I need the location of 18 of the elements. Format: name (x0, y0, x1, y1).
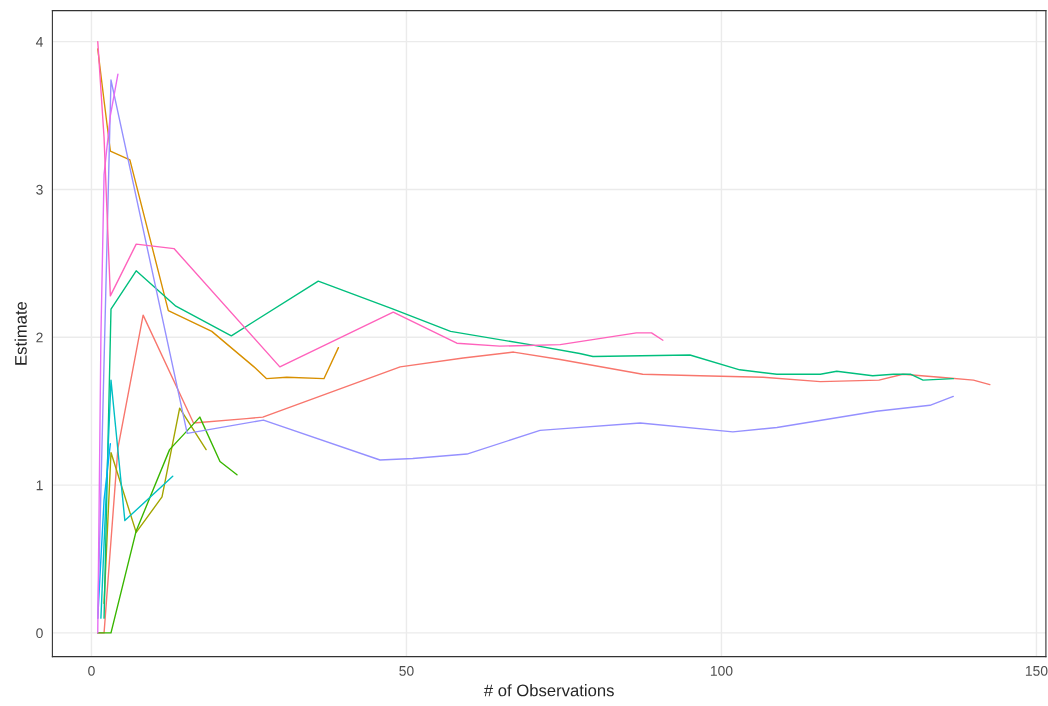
x-tick-label: 50 (399, 665, 414, 676)
y-tick-label: 3 (36, 184, 43, 195)
x-tick-label: 150 (1025, 665, 1048, 676)
x-tick-label: 0 (88, 665, 95, 676)
line-series (97, 73, 119, 634)
y-tick-label: 4 (35, 37, 43, 47)
x-axis-title: # of Observations (483, 684, 614, 697)
y-tick-label: 1 (36, 480, 43, 491)
y-tick-label: 0 (36, 628, 43, 639)
line-series (97, 416, 238, 634)
y-tick-label: 2 (36, 332, 43, 343)
line-series (103, 270, 954, 619)
y-axis-title: Estimate (14, 301, 27, 365)
line-series (103, 407, 207, 605)
line-series (100, 379, 174, 619)
line-series (97, 48, 340, 380)
x-tick-label: 100 (710, 665, 733, 676)
line-series (97, 40, 664, 368)
